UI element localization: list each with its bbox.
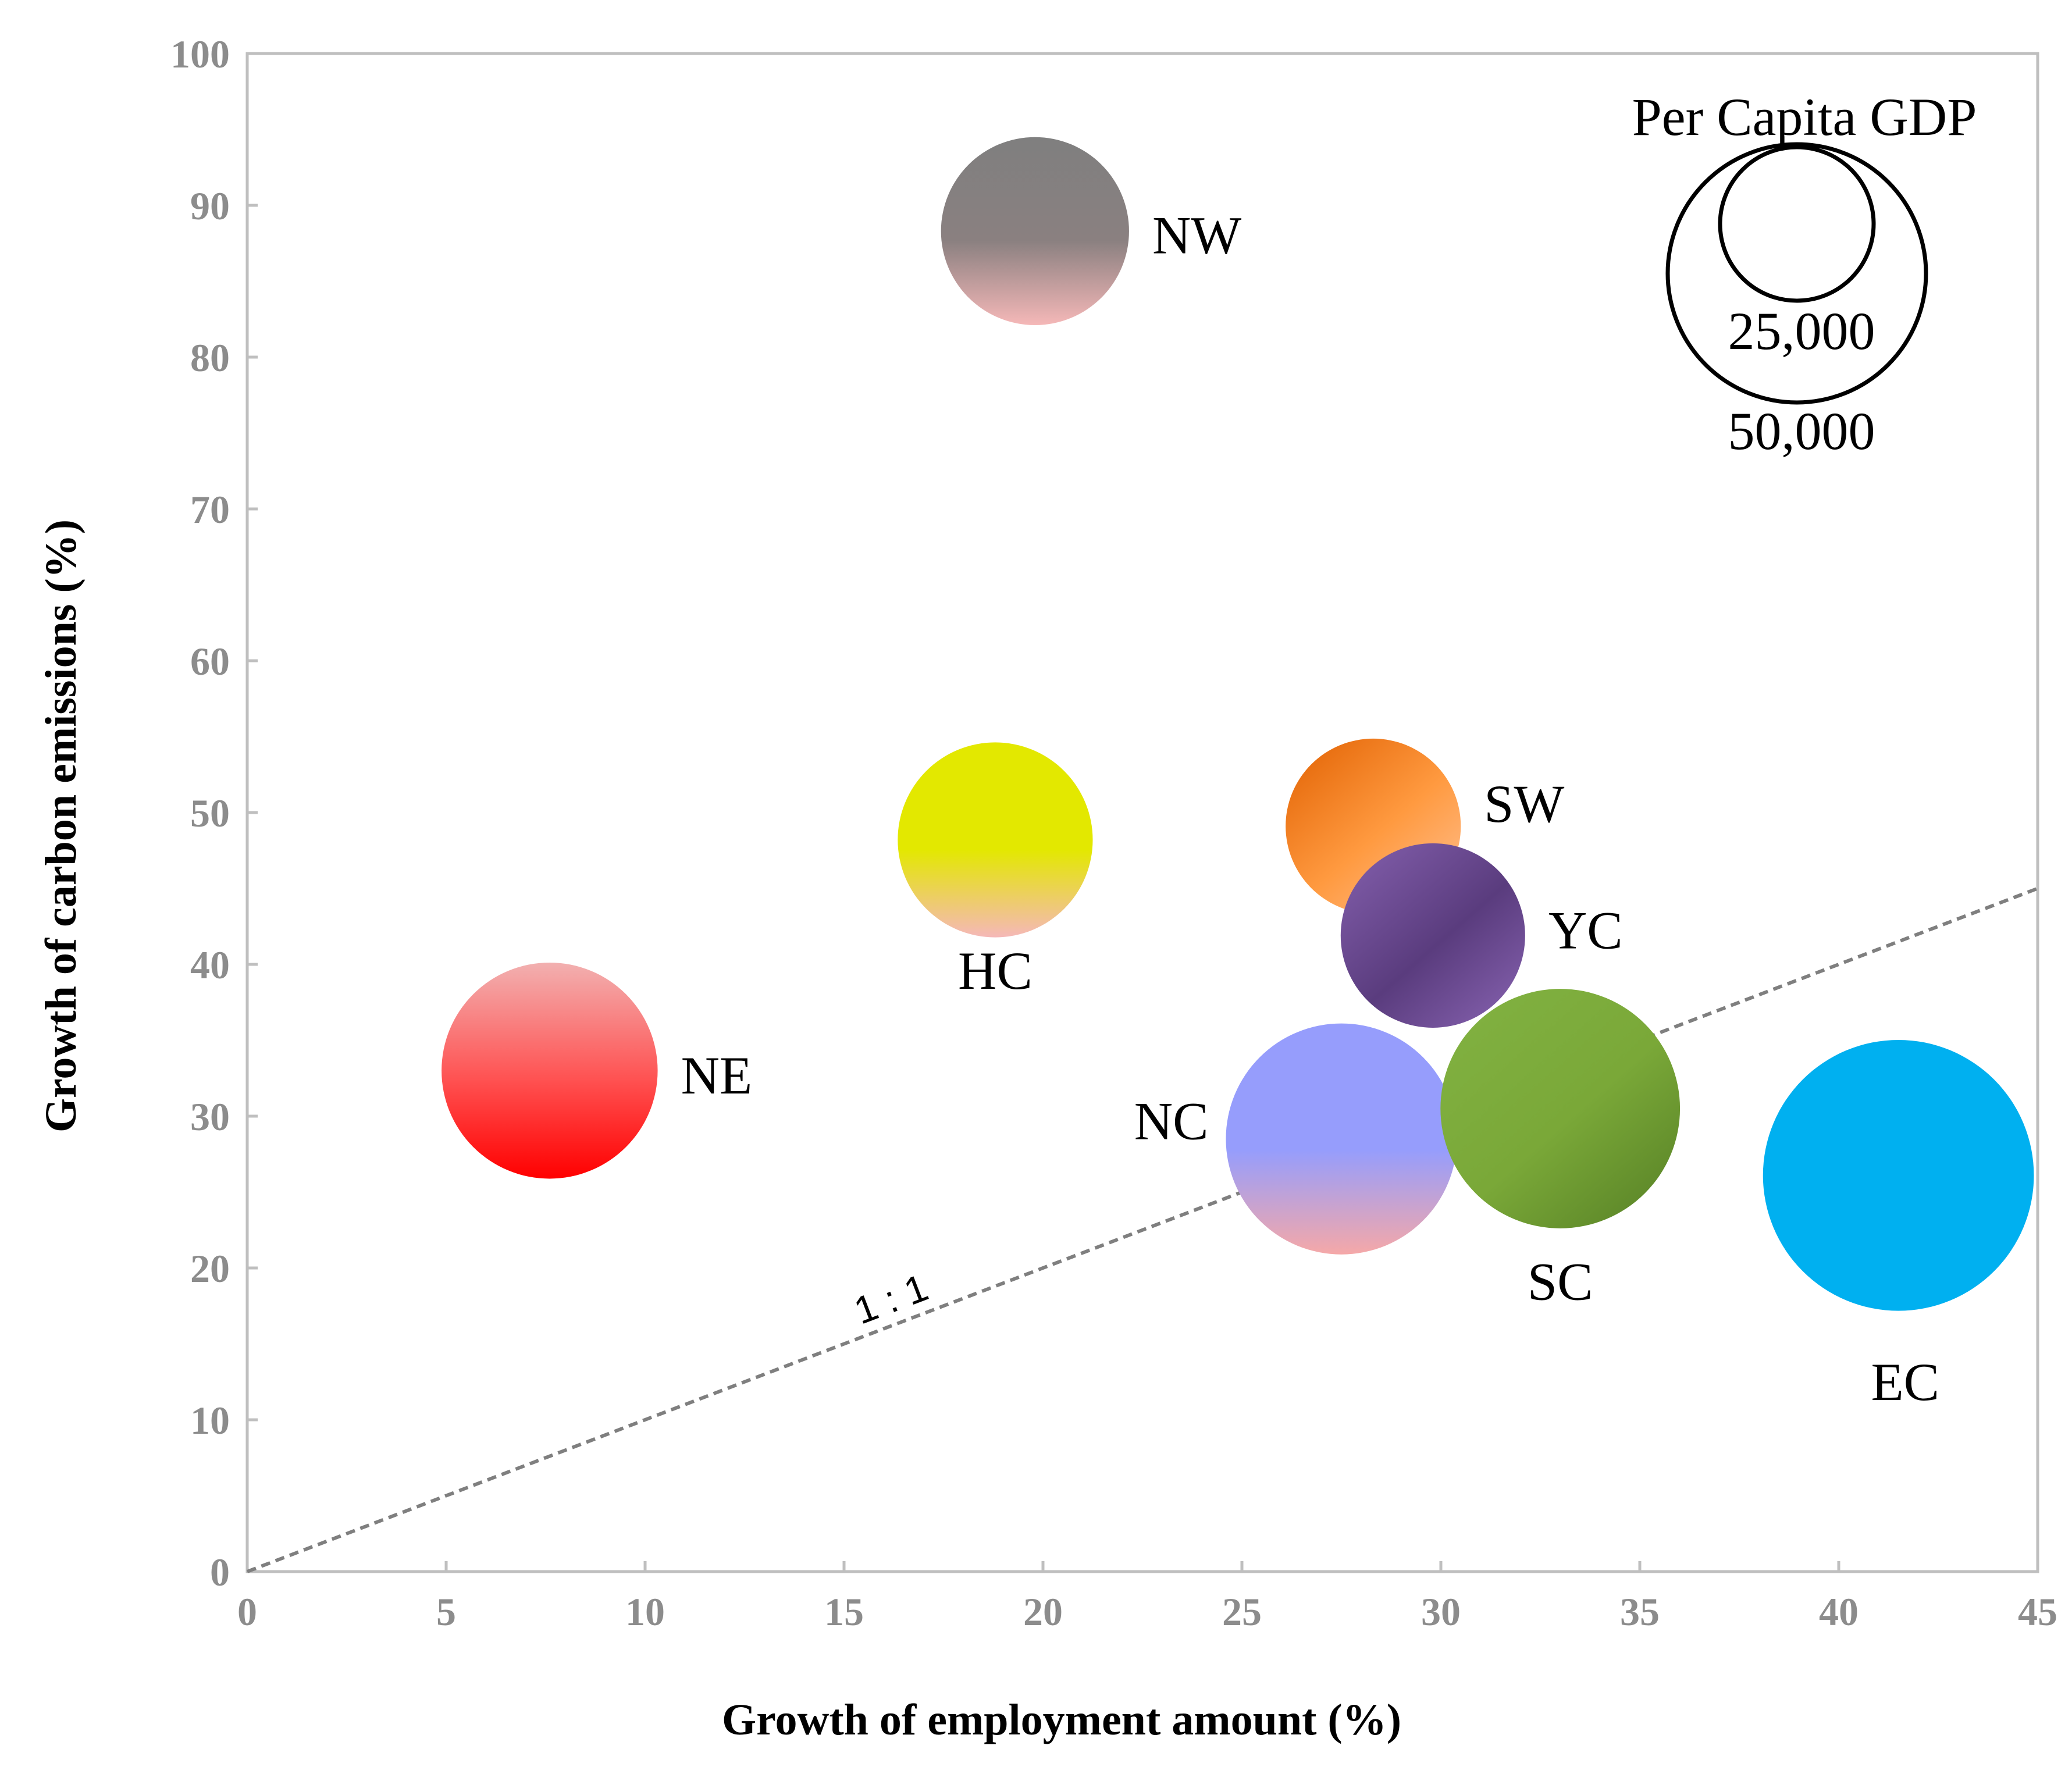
y-tick-label: 10 (190, 1398, 230, 1442)
bubble-label-ec: EC (1871, 1352, 1939, 1412)
y-tick-label: 50 (190, 791, 230, 835)
y-axis-title: Growth of carbon emissions (%) (37, 519, 86, 1132)
bubble-label-yc: YC (1548, 900, 1623, 960)
x-tick-label: 10 (625, 1590, 665, 1634)
bubbles (442, 137, 2034, 1311)
bubble-label-nw: NW (1152, 205, 1241, 265)
x-axis-title: Growth of employment amount (%) (722, 1695, 1401, 1744)
size-legend-title: Per Capita GDP (1632, 87, 1977, 147)
legend-circle-large (1665, 142, 1928, 405)
x-tick-label: 30 (1421, 1590, 1461, 1634)
y-tick-label: 60 (190, 639, 230, 683)
y-tick-label: 70 (190, 487, 230, 532)
y-tick-label: 20 (190, 1246, 230, 1291)
axis-ticks: 0 5 10 15 20 25 30 35 40 45 0 10 20 30 40 50 60 70 80 90 100 (170, 32, 2057, 1634)
bubble-label-nc: NC (1134, 1091, 1209, 1150)
legend-label-large: 50,000 (1728, 401, 1875, 461)
y-tick-label: 80 (190, 336, 230, 380)
legend-circle-small (1718, 145, 1876, 303)
bubble-ec (1763, 1039, 2034, 1311)
bubble-sc (1440, 989, 1681, 1228)
one-to-one-line (246, 886, 2039, 1573)
x-tick-label: 25 (1222, 1590, 1262, 1634)
y-tick-label: 90 (190, 184, 230, 228)
bubble-label-sw: SW (1484, 774, 1564, 833)
y-tick-label: 100 (170, 32, 230, 76)
bubble-nc (1226, 1023, 1457, 1255)
bubble-label-sc: SC (1528, 1252, 1593, 1311)
bubble-label-ne: NE (681, 1046, 753, 1105)
bubble-label-hc: HC (958, 941, 1033, 1000)
y-tick-label: 40 (190, 943, 230, 987)
x-tick-label: 0 (237, 1590, 257, 1634)
plot-area-frame (245, 52, 2039, 1573)
x-tick-label: 45 (2018, 1590, 2057, 1634)
x-tick-label: 40 (1819, 1590, 1859, 1634)
bubble-ne (442, 962, 658, 1179)
x-tick-label: 15 (824, 1590, 864, 1634)
x-tick-label: 5 (436, 1590, 456, 1634)
bubble-labels: NE NW HC SW YC NC SC EC (681, 205, 1939, 1412)
reference-line-group: 1 : 1 (246, 886, 2039, 1573)
bubble-nw (941, 137, 1129, 325)
legend-label-small: 25,000 (1728, 301, 1875, 361)
y-tick-label: 30 (190, 1095, 230, 1139)
x-tick-label: 35 (1620, 1590, 1660, 1634)
one-to-one-label: 1 : 1 (849, 1266, 934, 1333)
bubble-yc (1340, 843, 1525, 1028)
y-tick-label: 0 (210, 1550, 230, 1594)
size-legend: Per Capita GDP 25,000 50,000 (1632, 87, 1977, 461)
bubble-hc (898, 742, 1093, 938)
x-tick-label: 20 (1023, 1590, 1063, 1634)
